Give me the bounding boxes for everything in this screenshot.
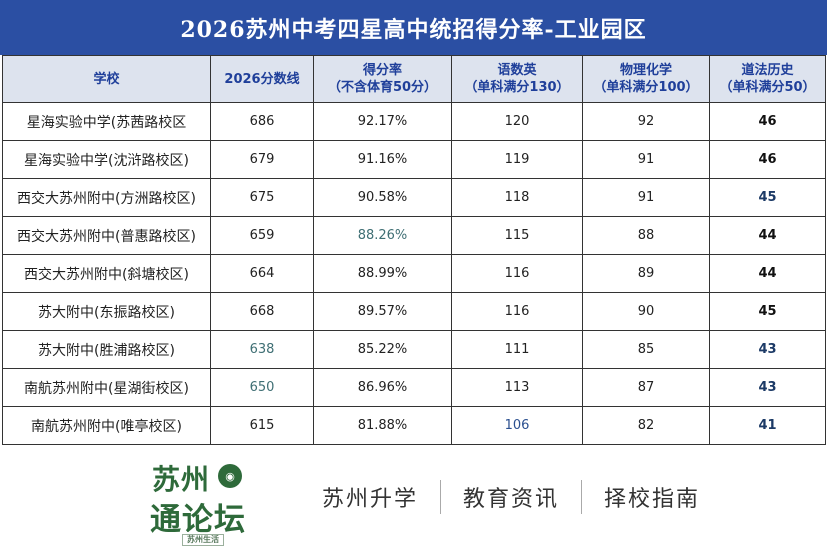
dfls-cell: 45 <box>709 178 826 217</box>
dfls-cell: 46 <box>709 102 826 141</box>
rate-cell: 81.88% <box>313 406 452 445</box>
cutoff-cell: 675 <box>210 178 314 217</box>
table-row: 西交大苏州附中(方洲路校区) 675 90.58% 118 91 45 <box>2 178 826 217</box>
table-row: 南航苏州附中(星湖街校区) 650 86.96% 113 87 43 <box>2 368 826 407</box>
header-school-label: 学校 <box>93 71 120 87</box>
rate-cell: 88.26% <box>313 216 452 255</box>
page-title: 2026苏州中考四星高中统招得分率-工业园区 <box>0 0 827 55</box>
header-wlhx-label: 物理化学 <box>619 63 672 78</box>
header-school: 学校 <box>2 55 211 103</box>
slogan-item: 择校指南 <box>604 487 701 512</box>
header-cutoff: 2026分数线 <box>210 55 314 103</box>
cutoff-cell: 638 <box>210 330 314 369</box>
logo-text-top: 苏州 <box>152 463 211 496</box>
rate-cell: 92.17% <box>313 102 452 141</box>
yss-cell: 116 <box>451 292 583 331</box>
wlhx-cell: 87 <box>582 368 710 407</box>
logo-text-bottom: 通论坛 <box>150 502 246 538</box>
school-cell: 西交大苏州附中(方洲路校区) <box>2 178 211 217</box>
header-rate: 得分率 （不含体育50分） <box>313 55 452 103</box>
rate-cell: 90.58% <box>313 178 452 217</box>
rate-cell: 88.99% <box>313 254 452 293</box>
cutoff-cell: 686 <box>210 102 314 141</box>
school-cell: 星海实验中学(沈浒路校区) <box>2 140 211 179</box>
yss-cell: 118 <box>451 178 583 217</box>
cutoff-cell: 615 <box>210 406 314 445</box>
table-row: 西交大苏州附中(斜塘校区) 664 88.99% 116 89 44 <box>2 254 826 293</box>
header-wlhx-note: （单科满分100） <box>593 80 699 95</box>
table-header-row: 学校 2026分数线 得分率 （不含体育50分） 语数英 （单科满分130） 物理化… <box>2 55 826 103</box>
rate-cell: 86.96% <box>313 368 452 407</box>
school-cell: 西交大苏州附中(普惠路校区) <box>2 216 211 255</box>
table-row: 苏大附中(东振路校区) 668 89.57% 116 90 45 <box>2 292 826 331</box>
footer-slogans: 苏州升学 教育资讯 择校指南 <box>322 480 700 514</box>
table-row: 星海实验中学(苏茜路校区 686 92.17% 120 92 46 <box>2 102 826 141</box>
header-dfls-label: 道法历史 <box>741 63 794 78</box>
dfls-cell: 44 <box>709 216 826 255</box>
cutoff-cell: 659 <box>210 216 314 255</box>
rate-cell: 91.16% <box>313 140 452 179</box>
yss-cell: 120 <box>451 102 583 141</box>
dfls-cell: 44 <box>709 254 826 293</box>
wlhx-cell: 85 <box>582 330 710 369</box>
cutoff-cell: 664 <box>210 254 314 293</box>
logo-seal: 苏州生活 <box>182 534 224 546</box>
dfls-cell: 46 <box>709 140 826 179</box>
header-rate-note: （不含体育50分） <box>327 80 438 95</box>
slogan-item: 苏州升学 <box>322 487 419 512</box>
yss-cell: 106 <box>451 406 583 445</box>
dfls-cell: 43 <box>709 330 826 369</box>
wlhx-cell: 91 <box>582 140 710 179</box>
yss-cell: 116 <box>451 254 583 293</box>
score-table: 学校 2026分数线 得分率 （不含体育50分） 语数英 （单科满分130） 物理化… <box>2 55 826 445</box>
rate-cell: 89.57% <box>313 292 452 331</box>
school-cell: 西交大苏州附中(斜塘校区) <box>2 254 211 293</box>
yss-cell: 115 <box>451 216 583 255</box>
table-row: 苏大附中(胜浦路校区) 638 85.22% 111 85 43 <box>2 330 826 369</box>
school-cell: 苏大附中(东振路校区) <box>2 292 211 331</box>
wlhx-cell: 82 <box>582 406 710 445</box>
cutoff-cell: 650 <box>210 368 314 407</box>
header-dfls: 道法历史 （单科满分50） <box>709 55 826 103</box>
header-yss-label: 语数英 <box>497 63 537 78</box>
school-cell: 星海实验中学(苏茜路校区 <box>2 102 211 141</box>
table-row: 西交大苏州附中(普惠路校区) 659 88.26% 115 88 44 <box>2 216 826 255</box>
slogan-divider <box>581 480 583 514</box>
dfls-cell: 41 <box>709 406 826 445</box>
wlhx-cell: 88 <box>582 216 710 255</box>
table-row: 星海实验中学(沈浒路校区) 679 91.16% 119 91 46 <box>2 140 826 179</box>
slogan-item: 教育资讯 <box>463 487 560 512</box>
dfls-cell: 43 <box>709 368 826 407</box>
header-dfls-note: （单科满分50） <box>719 80 816 95</box>
cutoff-cell: 679 <box>210 140 314 179</box>
yss-cell: 119 <box>451 140 583 179</box>
wlhx-cell: 89 <box>582 254 710 293</box>
school-cell: 南航苏州附中(唯亭校区) <box>2 406 211 445</box>
yss-cell: 111 <box>451 330 583 369</box>
forum-logo: 苏州 ◉ 通论坛 苏州生活 <box>148 454 264 546</box>
slogan-divider <box>440 480 442 514</box>
header-wlhx: 物理化学 （单科满分100） <box>582 55 710 103</box>
rate-cell: 85.22% <box>313 330 452 369</box>
school-cell: 苏大附中(胜浦路校区) <box>2 330 211 369</box>
wlhx-cell: 90 <box>582 292 710 331</box>
header-yss: 语数英 （单科满分130） <box>451 55 583 103</box>
cutoff-cell: 668 <box>210 292 314 331</box>
header-rate-label: 得分率 <box>362 63 402 78</box>
wlhx-cell: 91 <box>582 178 710 217</box>
table-row: 南航苏州附中(唯亭校区) 615 81.88% 106 82 41 <box>2 406 826 445</box>
wlhx-cell: 92 <box>582 102 710 141</box>
header-cutoff-label: 2026分数线 <box>224 71 300 87</box>
yss-cell: 113 <box>451 368 583 407</box>
logo-mark-icon: ◉ <box>218 464 242 488</box>
footer-banner: 苏州 ◉ 通论坛 苏州生活 苏州升学 教育资讯 择校指南 <box>0 448 827 553</box>
dfls-cell: 45 <box>709 292 826 331</box>
school-cell: 南航苏州附中(星湖街校区) <box>2 368 211 407</box>
header-yss-note: （单科满分130） <box>464 80 570 95</box>
